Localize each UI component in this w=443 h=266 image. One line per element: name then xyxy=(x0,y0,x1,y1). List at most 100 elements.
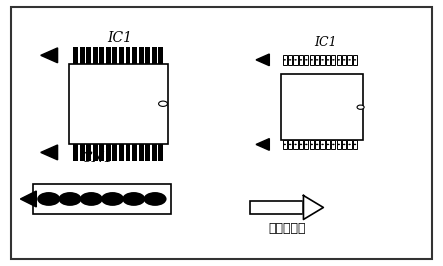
Bar xyxy=(310,140,314,149)
Circle shape xyxy=(321,59,324,61)
Bar xyxy=(315,140,319,149)
Polygon shape xyxy=(256,139,269,150)
Circle shape xyxy=(321,144,324,145)
Bar xyxy=(93,144,97,161)
Bar xyxy=(145,47,150,64)
Bar xyxy=(250,201,303,214)
Bar xyxy=(158,47,163,64)
Bar xyxy=(125,47,130,64)
Circle shape xyxy=(284,59,286,61)
Bar xyxy=(304,55,308,65)
Circle shape xyxy=(299,59,302,61)
Circle shape xyxy=(327,59,329,61)
Bar xyxy=(342,140,346,149)
Bar xyxy=(342,55,346,65)
Circle shape xyxy=(294,59,297,61)
Circle shape xyxy=(354,59,356,61)
Bar xyxy=(293,140,298,149)
Circle shape xyxy=(101,192,124,206)
Bar xyxy=(326,55,330,65)
Bar xyxy=(80,144,85,161)
Circle shape xyxy=(354,144,356,145)
Bar xyxy=(119,47,124,64)
Bar xyxy=(152,144,157,161)
Bar xyxy=(281,74,363,140)
Circle shape xyxy=(294,144,297,145)
Circle shape xyxy=(159,101,167,106)
Bar xyxy=(347,140,352,149)
Bar xyxy=(315,55,319,65)
Bar xyxy=(73,47,78,64)
Circle shape xyxy=(343,144,346,145)
Circle shape xyxy=(80,192,103,206)
Circle shape xyxy=(332,144,334,145)
Polygon shape xyxy=(20,191,36,207)
Circle shape xyxy=(332,59,334,61)
Bar xyxy=(139,47,144,64)
Polygon shape xyxy=(41,145,58,160)
Text: 过波峰方向: 过波峰方向 xyxy=(268,222,306,235)
Bar xyxy=(132,144,137,161)
Circle shape xyxy=(122,192,145,206)
Bar xyxy=(99,47,104,64)
Bar xyxy=(106,144,111,161)
Bar xyxy=(347,55,352,65)
Circle shape xyxy=(327,144,329,145)
Circle shape xyxy=(37,192,60,206)
Bar xyxy=(80,47,85,64)
Circle shape xyxy=(305,144,307,145)
Bar xyxy=(145,144,150,161)
Bar xyxy=(86,144,91,161)
Bar xyxy=(293,55,298,65)
Bar xyxy=(73,144,78,161)
Bar xyxy=(288,140,292,149)
Circle shape xyxy=(348,59,351,61)
Bar xyxy=(288,55,292,65)
Text: IC1: IC1 xyxy=(314,36,337,49)
Circle shape xyxy=(284,144,286,145)
Polygon shape xyxy=(256,54,269,66)
Bar xyxy=(113,47,117,64)
Bar xyxy=(113,144,117,161)
Bar xyxy=(337,55,341,65)
Bar xyxy=(310,55,314,65)
Bar xyxy=(125,144,130,161)
Bar xyxy=(299,140,303,149)
Circle shape xyxy=(144,192,167,206)
Circle shape xyxy=(338,59,340,61)
Bar xyxy=(152,47,157,64)
Bar xyxy=(304,140,308,149)
Bar xyxy=(353,140,357,149)
Circle shape xyxy=(311,144,313,145)
Bar xyxy=(139,144,144,161)
Circle shape xyxy=(311,59,313,61)
Bar xyxy=(320,140,325,149)
Bar xyxy=(33,184,171,214)
Bar xyxy=(99,144,104,161)
Bar xyxy=(331,55,335,65)
Circle shape xyxy=(289,59,291,61)
Circle shape xyxy=(305,59,307,61)
Bar xyxy=(326,140,330,149)
Circle shape xyxy=(338,144,340,145)
Circle shape xyxy=(299,144,302,145)
Bar xyxy=(93,47,97,64)
Circle shape xyxy=(316,59,319,61)
Bar xyxy=(299,55,303,65)
Polygon shape xyxy=(41,48,58,63)
Bar xyxy=(320,55,325,65)
Bar xyxy=(353,55,357,65)
Circle shape xyxy=(357,105,364,109)
Bar xyxy=(158,144,163,161)
Text: CN1: CN1 xyxy=(82,151,113,165)
Text: IC1: IC1 xyxy=(107,31,132,45)
Circle shape xyxy=(289,144,291,145)
Bar xyxy=(331,140,335,149)
Circle shape xyxy=(316,144,319,145)
Bar xyxy=(106,47,111,64)
Bar xyxy=(283,55,287,65)
Bar xyxy=(132,47,137,64)
Polygon shape xyxy=(303,196,323,219)
Circle shape xyxy=(348,144,351,145)
Bar xyxy=(119,144,124,161)
